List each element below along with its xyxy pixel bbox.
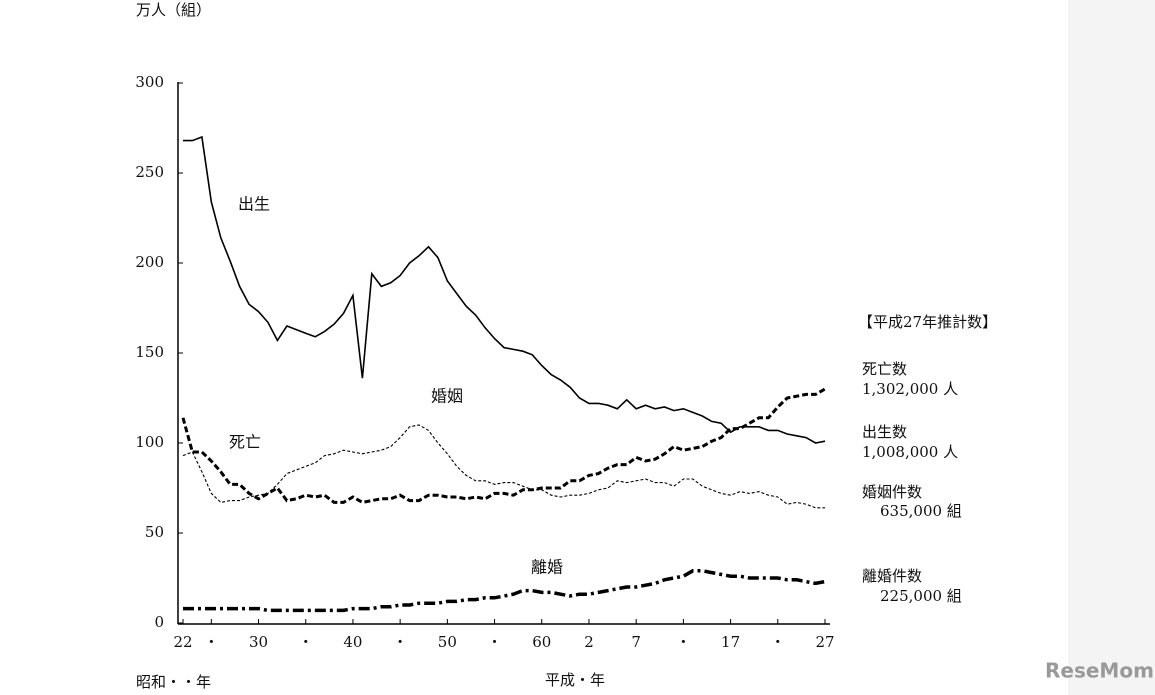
series-label: 婚姻 <box>431 387 463 406</box>
side-strip <box>1068 0 1155 695</box>
y-tick-label: 250 <box>135 163 164 181</box>
estimates-title: 【平成27年推計数】 <box>858 313 997 331</box>
x-tick-label: ・ <box>204 633 219 651</box>
x-tick-label: 22 <box>173 633 192 651</box>
estimate-value: 635,000 組 <box>880 502 962 520</box>
y-axis-label: 万人（組） <box>136 1 211 19</box>
x-tick-label: 50 <box>438 633 457 651</box>
x-tick-label: 40 <box>343 633 362 651</box>
estimate-label: 死亡数 <box>862 360 907 378</box>
series-line <box>181 387 826 504</box>
estimate-label: 出生数 <box>862 423 907 441</box>
series-line <box>182 424 825 509</box>
series-label: 死亡 <box>229 433 261 452</box>
x-tick-label: 27 <box>815 633 834 651</box>
estimate-value: 225,000 組 <box>880 587 962 605</box>
x-axis-label-center: 平成・年 <box>545 671 605 689</box>
estimate-label: 婚姻件数 <box>862 483 922 501</box>
series-label: 離婚 <box>531 558 563 577</box>
x-tick-label: ・ <box>393 633 408 651</box>
y-tick-label: 100 <box>135 433 164 451</box>
x-tick-label: ・ <box>298 633 313 651</box>
x-tick-label: 30 <box>249 633 268 651</box>
y-tick-label: 200 <box>135 253 164 271</box>
x-tick-label: 17 <box>721 633 740 651</box>
x-axis-label-left: 昭和・・年 <box>136 673 211 691</box>
x-tick-label: ・ <box>487 633 502 651</box>
x-tick-label: ・ <box>770 633 785 651</box>
y-tick-label: 0 <box>154 613 164 631</box>
watermark: ReseMom <box>1045 659 1154 683</box>
x-tick-label: 7 <box>631 633 641 651</box>
y-tick-label: 150 <box>135 343 164 361</box>
x-tick-label: ・ <box>676 633 691 651</box>
series-label: 出生 <box>238 195 270 214</box>
estimate-value: 1,302,000 人 <box>862 380 958 398</box>
x-tick-label: 60 <box>532 633 551 651</box>
estimate-value: 1,008,000 人 <box>862 443 958 461</box>
estimate-label: 離婚件数 <box>862 567 922 585</box>
y-tick-label: 300 <box>135 73 164 91</box>
series-line <box>183 569 826 613</box>
y-tick-label: 50 <box>145 523 164 541</box>
x-tick-label: 2 <box>584 633 594 651</box>
series-line <box>183 135 826 444</box>
